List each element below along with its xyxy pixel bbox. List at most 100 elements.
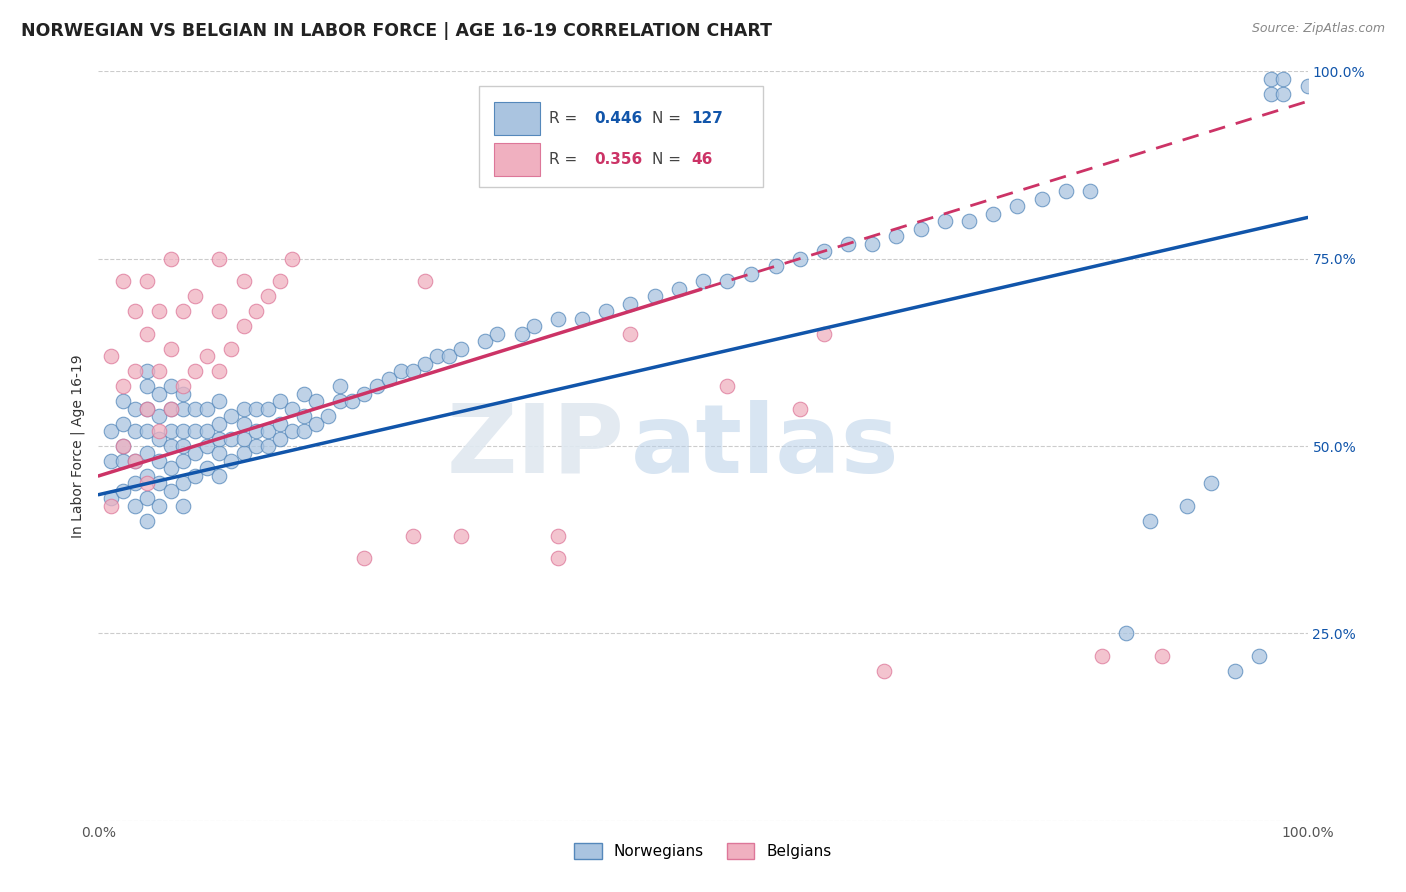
Point (184, 446, 207, 460)
Point (135, 401, 157, 416)
Point (135, 424, 157, 438)
Point (957, 214, 980, 228)
Point (172, 439, 194, 453)
Point (135, 491, 157, 506)
Point (377, 371, 399, 385)
Point (124, 454, 146, 468)
Legend: Norwegians, Belgians: Norwegians, Belgians (568, 838, 838, 865)
Point (1139, 514, 1161, 528)
Point (184, 424, 207, 438)
Point (256, 439, 278, 453)
Point (789, 401, 811, 416)
Text: 127: 127 (690, 112, 723, 126)
Point (148, 432, 170, 446)
Point (413, 357, 436, 371)
Point (595, 304, 617, 318)
Point (135, 469, 157, 483)
Point (135, 364, 157, 378)
Point (644, 289, 666, 303)
Text: R =: R = (550, 152, 582, 167)
Point (232, 319, 254, 334)
Point (1223, 664, 1246, 678)
Point (172, 304, 194, 318)
Text: 0.446: 0.446 (595, 112, 643, 126)
Point (111, 417, 134, 431)
Point (124, 364, 146, 378)
Point (111, 394, 134, 409)
Point (1272, 71, 1295, 86)
Point (245, 401, 267, 416)
Point (135, 514, 157, 528)
Point (402, 529, 425, 543)
Point (571, 311, 593, 326)
Point (316, 409, 339, 423)
Point (160, 483, 183, 498)
Point (160, 342, 183, 356)
Point (160, 439, 183, 453)
Point (245, 439, 267, 453)
Point (172, 454, 194, 468)
Point (232, 401, 254, 416)
Point (329, 394, 352, 409)
Point (1272, 87, 1295, 101)
Point (1296, 79, 1319, 94)
Point (510, 326, 533, 341)
Point (184, 364, 207, 378)
Point (221, 409, 243, 423)
Point (366, 379, 388, 393)
Point (148, 476, 170, 491)
Point (195, 461, 218, 475)
Point (172, 401, 194, 416)
Point (1054, 184, 1077, 198)
Point (100, 424, 122, 438)
Point (195, 349, 218, 363)
Y-axis label: In Labor Force | Age 16-19: In Labor Force | Age 16-19 (70, 354, 86, 538)
Point (208, 304, 231, 318)
Point (1260, 87, 1282, 101)
Point (342, 394, 364, 409)
Point (716, 379, 738, 393)
Point (195, 424, 218, 438)
Point (172, 499, 194, 513)
Point (135, 446, 157, 460)
Point (160, 252, 183, 266)
Point (221, 432, 243, 446)
Point (450, 342, 472, 356)
Point (1091, 648, 1114, 663)
Text: Source: ZipAtlas.com: Source: ZipAtlas.com (1251, 22, 1385, 36)
Point (160, 401, 183, 416)
Point (934, 214, 956, 228)
Point (232, 274, 254, 288)
Point (172, 424, 194, 438)
Point (111, 483, 134, 498)
Point (281, 252, 304, 266)
Bar (494, 143, 540, 176)
Point (813, 244, 835, 259)
Point (981, 207, 1004, 221)
Point (135, 476, 157, 491)
Point (281, 424, 304, 438)
Point (910, 221, 932, 235)
Point (389, 364, 412, 378)
Point (269, 432, 291, 446)
Point (1078, 184, 1101, 198)
Point (208, 364, 231, 378)
Point (172, 476, 194, 491)
Point (765, 259, 787, 273)
Point (353, 551, 375, 566)
Text: NORWEGIAN VS BELGIAN IN LABOR FORCE | AGE 16-19 CORRELATION CHART: NORWEGIAN VS BELGIAN IN LABOR FORCE | AG… (21, 22, 772, 40)
Point (184, 401, 207, 416)
Point (221, 342, 243, 356)
Point (305, 417, 328, 431)
Point (135, 401, 157, 416)
Point (208, 394, 231, 409)
Point (208, 446, 231, 460)
Point (668, 282, 690, 296)
Point (413, 274, 436, 288)
Point (232, 446, 254, 460)
Point (135, 326, 157, 341)
Point (100, 491, 122, 506)
Point (837, 236, 859, 251)
Point (269, 394, 291, 409)
Point (124, 499, 146, 513)
